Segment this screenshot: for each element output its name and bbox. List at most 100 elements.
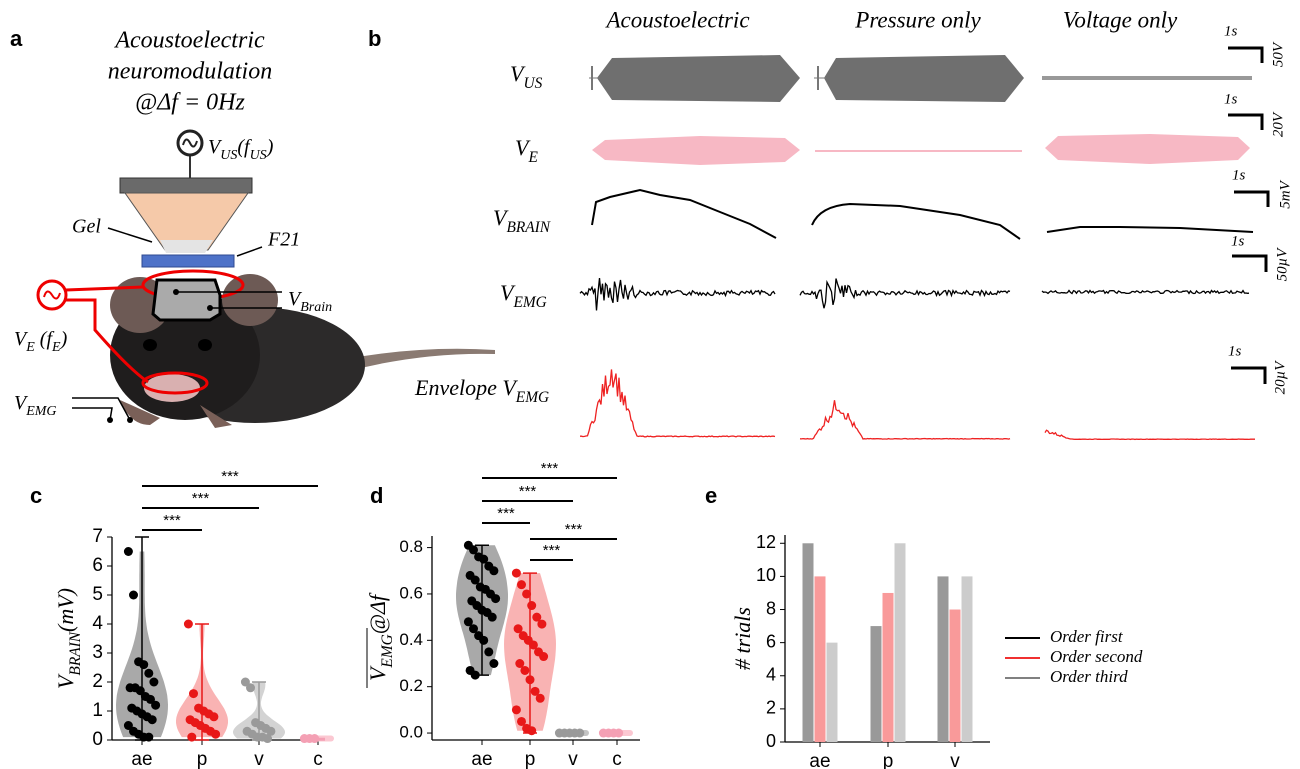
- data-point: [129, 590, 138, 600]
- text-part: V: [14, 392, 29, 414]
- scale-time: 1s: [1228, 343, 1242, 359]
- y-tick-label: 7: [92, 526, 103, 547]
- data-point: [209, 712, 219, 722]
- x-tick-label: v: [950, 751, 960, 769]
- text-part: @Δf: [365, 592, 390, 634]
- row-label: VEMG: [500, 280, 547, 311]
- x-tick-label: p: [525, 749, 536, 769]
- data-point: [189, 689, 198, 699]
- panel-label: a: [10, 26, 23, 51]
- text-part: ): [60, 328, 68, 350]
- data-point: [123, 547, 133, 556]
- gel-label: Gel: [72, 216, 101, 238]
- subscript: Brain: [300, 300, 332, 315]
- data-point: [266, 726, 276, 736]
- y-tick-label: 2: [766, 698, 776, 718]
- data-point: [528, 640, 538, 650]
- data-point: [484, 647, 494, 657]
- subscript: EMG: [512, 294, 546, 311]
- bar: [802, 543, 814, 742]
- significance-label: ***: [192, 490, 210, 507]
- data-point: [147, 715, 157, 725]
- bar: [826, 642, 838, 742]
- subscript: E: [51, 340, 61, 355]
- legend-label: Order third: [1050, 667, 1128, 686]
- y-axis-label: VEMG@Δf: [365, 592, 396, 681]
- legend-label: Order second: [1050, 647, 1143, 666]
- y-tick-label: 2: [92, 671, 103, 692]
- data-point: [539, 652, 549, 662]
- data-point: [211, 729, 221, 739]
- data-point: [515, 659, 525, 668]
- data-point: [240, 677, 250, 687]
- text-part: (mV): [53, 588, 78, 632]
- subscript: EMG: [25, 404, 56, 419]
- data-point: [511, 568, 521, 578]
- text-part: V: [500, 280, 516, 305]
- trace: [799, 278, 1011, 309]
- text-part: ): [266, 136, 274, 158]
- data-point: [151, 700, 161, 710]
- row-label: VBRAIN: [493, 205, 551, 236]
- text-part: V: [288, 288, 303, 310]
- data-point: [487, 612, 497, 622]
- data-point: [614, 728, 624, 738]
- y-tick-label: 0.2: [399, 676, 423, 695]
- subscript: BRAIN: [506, 219, 550, 236]
- y-tick-label: 4: [92, 613, 103, 634]
- brain-label: VBrain: [288, 288, 332, 315]
- data-point: [489, 659, 499, 668]
- bar: [937, 576, 949, 742]
- x-tick-label: c: [612, 749, 622, 769]
- data-point: [183, 619, 193, 629]
- column-header: Voltage only: [1063, 7, 1178, 32]
- y-tick-label: 0.0: [399, 723, 423, 742]
- f21-label: F21: [267, 229, 300, 251]
- data-point: [263, 734, 272, 744]
- data-point: [522, 589, 532, 599]
- row-label: VE: [515, 135, 538, 166]
- trace: [1044, 429, 1255, 441]
- text-part: V: [515, 135, 531, 160]
- data-point: [530, 686, 540, 696]
- data-point: [537, 619, 547, 629]
- data-point: [520, 665, 530, 675]
- data-point: [139, 660, 149, 670]
- text-part: V: [208, 136, 223, 158]
- source-label: VUS(fUS): [208, 136, 274, 163]
- panel-a-title: Acoustoelectric: [113, 28, 265, 54]
- data-point: [469, 545, 478, 555]
- subscript: EMG: [379, 634, 396, 668]
- row-label: Envelope VEMG: [414, 375, 549, 406]
- data-point: [491, 594, 501, 604]
- y-tick-label: 0: [92, 729, 103, 750]
- data-point: [187, 732, 197, 742]
- panel-label: b: [368, 26, 381, 51]
- scale-amp: 50µV: [1274, 247, 1290, 282]
- x-tick-label: ae: [131, 749, 152, 769]
- data-point: [479, 554, 489, 564]
- y-tick-label: 0.8: [399, 537, 423, 556]
- panel-a-title: @Δf = 0Hz: [135, 90, 245, 116]
- y-tick-label: 6: [92, 555, 103, 576]
- y-tick-label: 10: [756, 565, 776, 585]
- ve-label: VE (fE): [14, 328, 68, 355]
- x-tick-label: c: [313, 749, 323, 769]
- data-point: [463, 617, 473, 627]
- scale-time: 1s: [1232, 167, 1246, 183]
- row-label: VUS: [510, 61, 543, 92]
- trace: [1041, 289, 1250, 295]
- bar: [870, 626, 882, 742]
- scale-amp: 20µV: [1272, 360, 1288, 395]
- y-axis-label: # trials: [730, 607, 755, 670]
- scale-amp: 50V: [1270, 41, 1286, 67]
- significance-label: ***: [519, 483, 537, 500]
- text-part: V: [493, 205, 509, 230]
- whisker: [195, 623, 209, 741]
- data-point: [527, 601, 537, 611]
- data-point: [479, 635, 489, 645]
- scale-amp: 5mV: [1277, 179, 1293, 208]
- y-tick-label: 0: [766, 731, 776, 751]
- bar: [949, 609, 961, 742]
